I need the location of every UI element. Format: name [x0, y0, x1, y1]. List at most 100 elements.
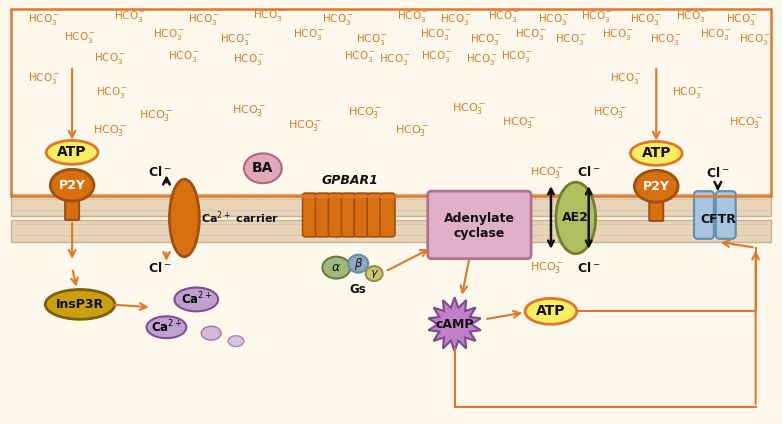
- Text: HCO$_3^-$: HCO$_3^-$: [139, 108, 174, 123]
- Text: HCO$_3^-$: HCO$_3^-$: [538, 12, 570, 27]
- Text: HCO$_3^-$: HCO$_3^-$: [515, 27, 547, 42]
- Ellipse shape: [244, 153, 282, 183]
- FancyBboxPatch shape: [341, 193, 357, 237]
- Text: Cl$^-$: Cl$^-$: [577, 165, 601, 179]
- Text: HCO$_3^-$: HCO$_3^-$: [488, 9, 520, 24]
- FancyBboxPatch shape: [65, 196, 79, 220]
- Text: HCO$_3^-$: HCO$_3^-$: [672, 85, 704, 100]
- Ellipse shape: [526, 298, 577, 324]
- Text: Ca$^{2+}$: Ca$^{2+}$: [181, 291, 212, 308]
- Text: HCO$_3^-$: HCO$_3^-$: [530, 260, 564, 275]
- Ellipse shape: [170, 179, 199, 257]
- Text: HCO$_3^-$: HCO$_3^-$: [396, 9, 429, 24]
- Text: HCO$_3^-$: HCO$_3^-$: [395, 123, 429, 138]
- Text: $\alpha$: $\alpha$: [332, 261, 342, 274]
- Text: HCO$_3^-$: HCO$_3^-$: [292, 27, 325, 42]
- Ellipse shape: [46, 140, 98, 165]
- Text: cAMP: cAMP: [436, 318, 474, 331]
- Text: P2Y: P2Y: [59, 179, 85, 192]
- Text: HCO$_3^-$: HCO$_3^-$: [630, 12, 662, 27]
- Text: Ca$^{2+}$ carrier: Ca$^{2+}$ carrier: [201, 209, 279, 226]
- Text: HCO$_3^-$: HCO$_3^-$: [220, 32, 252, 47]
- Ellipse shape: [634, 170, 678, 202]
- Text: HCO$_3^-$: HCO$_3^-$: [650, 32, 682, 47]
- Text: HCO$_3^-$: HCO$_3^-$: [28, 71, 60, 86]
- Text: HCO$_3^-$: HCO$_3^-$: [94, 50, 126, 66]
- Text: Gs: Gs: [350, 283, 367, 296]
- Text: HCO$_3^-$: HCO$_3^-$: [729, 115, 762, 130]
- Text: HCO$_3^-$: HCO$_3^-$: [344, 48, 376, 64]
- Text: HCO$_3^-$: HCO$_3^-$: [64, 30, 96, 45]
- Text: P2Y: P2Y: [643, 180, 669, 192]
- Text: Adenylate: Adenylate: [444, 212, 515, 226]
- Text: HCO$_3^-$: HCO$_3^-$: [379, 51, 411, 67]
- Text: InsP3R: InsP3R: [56, 298, 104, 311]
- FancyBboxPatch shape: [315, 193, 331, 237]
- Text: GPBAR1: GPBAR1: [322, 174, 378, 187]
- Text: Cl$^-$: Cl$^-$: [148, 261, 171, 275]
- Ellipse shape: [45, 290, 115, 319]
- Text: HCO$_3^-$: HCO$_3^-$: [348, 105, 382, 120]
- FancyBboxPatch shape: [694, 191, 714, 239]
- Text: HCO$_3^-$: HCO$_3^-$: [501, 48, 533, 64]
- Text: HCO$_3^-$: HCO$_3^-$: [188, 12, 221, 27]
- Text: HCO$_3^-$: HCO$_3^-$: [738, 32, 770, 47]
- Text: ATP: ATP: [641, 146, 671, 160]
- Ellipse shape: [146, 316, 186, 338]
- Text: cyclase: cyclase: [454, 227, 505, 240]
- Text: ATP: ATP: [57, 145, 87, 159]
- Text: HCO$_3^-$: HCO$_3^-$: [466, 51, 498, 67]
- Text: HCO$_3^-$: HCO$_3^-$: [356, 32, 388, 47]
- Text: $\beta$: $\beta$: [353, 256, 363, 272]
- Bar: [10, 194, 772, 216]
- Text: HCO$_3^-$: HCO$_3^-$: [726, 12, 758, 27]
- Text: HCO$_3^-$: HCO$_3^-$: [602, 27, 634, 42]
- Bar: [10, 220, 772, 242]
- FancyBboxPatch shape: [380, 193, 395, 237]
- Ellipse shape: [201, 326, 221, 340]
- Text: Cl$^-$: Cl$^-$: [577, 261, 601, 275]
- FancyBboxPatch shape: [368, 193, 382, 237]
- Text: CFTR: CFTR: [700, 213, 736, 226]
- Text: HCO$_3^-$: HCO$_3^-$: [253, 8, 285, 23]
- Text: HCO$_3^-$: HCO$_3^-$: [322, 12, 354, 27]
- Text: HCO$_3^-$: HCO$_3^-$: [93, 123, 127, 138]
- Text: HCO$_3^-$: HCO$_3^-$: [168, 48, 200, 64]
- FancyBboxPatch shape: [328, 193, 343, 237]
- FancyBboxPatch shape: [649, 197, 663, 221]
- Text: HCO$_3^-$: HCO$_3^-$: [530, 165, 564, 180]
- Text: HCO$_3^-$: HCO$_3^-$: [421, 48, 453, 64]
- Text: ATP: ATP: [536, 304, 565, 318]
- Text: HCO$_3^-$: HCO$_3^-$: [700, 27, 732, 42]
- Text: HCO$_3^-$: HCO$_3^-$: [232, 103, 266, 118]
- Text: HCO$_3^-$: HCO$_3^-$: [594, 105, 628, 120]
- Text: HCO$_3^-$: HCO$_3^-$: [502, 115, 536, 130]
- Ellipse shape: [348, 255, 368, 273]
- Ellipse shape: [366, 266, 382, 281]
- FancyBboxPatch shape: [428, 191, 531, 259]
- Ellipse shape: [174, 287, 218, 311]
- Text: AE2: AE2: [562, 212, 589, 224]
- FancyBboxPatch shape: [303, 193, 317, 237]
- Text: HCO$_3^-$: HCO$_3^-$: [611, 71, 643, 86]
- Text: HCO$_3^-$: HCO$_3^-$: [453, 101, 486, 116]
- FancyBboxPatch shape: [354, 193, 369, 237]
- Text: Ca$^{2+}$: Ca$^{2+}$: [151, 319, 182, 335]
- Text: HCO$_3^-$: HCO$_3^-$: [233, 51, 265, 67]
- Text: Cl$^-$: Cl$^-$: [706, 166, 730, 180]
- Text: HCO$_3^-$: HCO$_3^-$: [289, 118, 323, 133]
- Text: Cl$^-$: Cl$^-$: [148, 165, 171, 179]
- Text: HCO$_3^-$: HCO$_3^-$: [420, 27, 452, 42]
- Text: HCO$_3^-$: HCO$_3^-$: [28, 12, 60, 27]
- Text: HCO$_3^-$: HCO$_3^-$: [96, 85, 127, 100]
- Ellipse shape: [50, 169, 94, 201]
- Text: HCO$_3^-$: HCO$_3^-$: [439, 12, 472, 27]
- Ellipse shape: [630, 142, 682, 165]
- Ellipse shape: [556, 182, 596, 254]
- Text: HCO$_3^-$: HCO$_3^-$: [676, 9, 708, 24]
- Text: HCO$_3^-$: HCO$_3^-$: [153, 27, 185, 42]
- Text: HCO$_3^-$: HCO$_3^-$: [580, 9, 612, 24]
- Ellipse shape: [322, 257, 350, 279]
- Text: HCO$_3^-$: HCO$_3^-$: [470, 32, 502, 47]
- Ellipse shape: [228, 336, 244, 346]
